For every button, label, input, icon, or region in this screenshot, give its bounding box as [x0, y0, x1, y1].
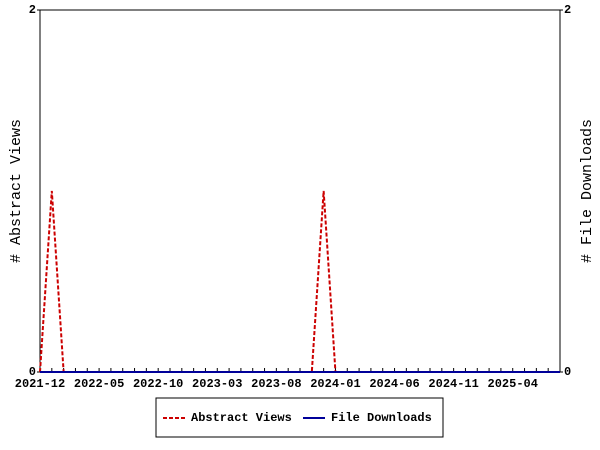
- x-tick-label: 2023-08: [251, 377, 301, 391]
- x-tick-label: 2025-04: [488, 377, 538, 391]
- x-tick-label: 2024-01: [310, 377, 360, 391]
- x-tick-label: 2023-03: [192, 377, 242, 391]
- legend-label: File Downloads: [331, 411, 432, 425]
- y2-axis-title: # File Downloads: [579, 119, 596, 263]
- y-axis-title: # Abstract Views: [8, 119, 25, 263]
- y2-tick-label: 2: [564, 3, 571, 17]
- y-tick-label: 2: [29, 3, 36, 17]
- x-tick-label: 2024-06: [369, 377, 419, 391]
- plot-frame: [39, 9, 561, 373]
- x-tick-label: 2024-11: [428, 377, 478, 391]
- legend-label: Abstract Views: [191, 411, 292, 425]
- y2-tick-label: 0: [564, 365, 571, 379]
- x-tick-label: 2022-10: [133, 377, 183, 391]
- y-tick-label: 0: [29, 365, 36, 379]
- x-tick-label: 2021-12: [15, 377, 65, 391]
- x-tick-label: 2022-05: [74, 377, 124, 391]
- legend: [155, 397, 444, 438]
